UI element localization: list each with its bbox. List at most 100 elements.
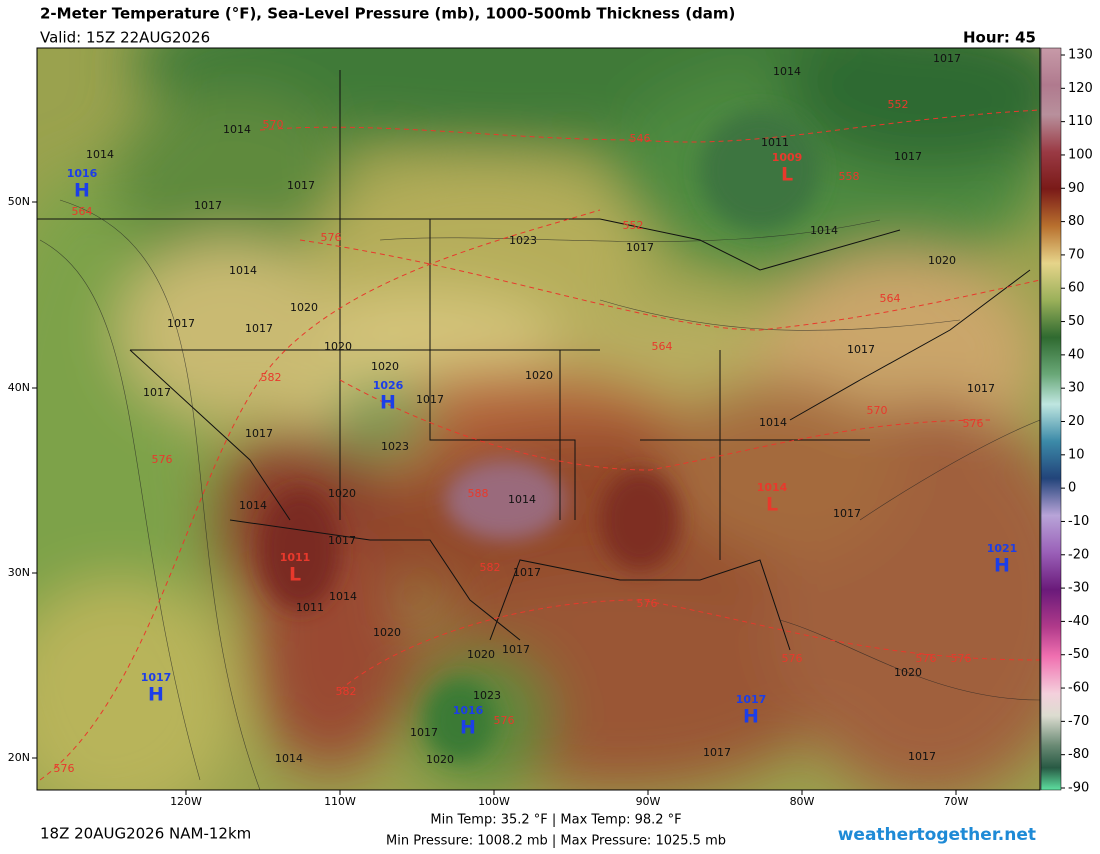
isobar-label: 1020	[328, 487, 356, 500]
colorbar-tick-label: -90	[1068, 781, 1089, 796]
isobars	[39, 199, 1040, 790]
isobar-label: 1017	[833, 507, 861, 520]
colorbar-tick-label: -20	[1068, 547, 1089, 562]
thickness-label: 582	[480, 561, 501, 574]
model-run: 18Z 20AUG2026 NAM-12km	[40, 825, 251, 843]
colorbar-tick-label: 70	[1068, 247, 1085, 262]
pressure-center-symbol: H	[994, 555, 1010, 577]
isobar-label: 1017	[194, 199, 222, 212]
thickness-label: 552	[888, 98, 909, 111]
isobar-label: 1020	[525, 369, 553, 382]
colorbar-tick-label: 110	[1068, 114, 1093, 129]
isobar-label: 1011	[296, 601, 324, 614]
lon-label: 70W	[944, 795, 969, 808]
isobar-label: 1017	[847, 343, 875, 356]
colorbar-tick-label: 80	[1068, 214, 1085, 229]
isobar-label: 1014	[759, 416, 787, 429]
thickness-label: 576	[951, 652, 972, 665]
isobar-label: 1011	[761, 136, 789, 149]
isobar-label: 1017	[908, 750, 936, 763]
map-title: 2-Meter Temperature (°F), Sea-Level Pres…	[40, 5, 735, 23]
thickness-label: 558	[839, 170, 860, 183]
thickness-label: 582	[261, 371, 282, 384]
isobar-label: 1017	[416, 393, 444, 406]
lat-label: 20N	[8, 751, 30, 764]
isobar-label: 1014	[86, 148, 114, 161]
isobar-label: 1017	[894, 150, 922, 163]
colorbar-tick-label: -30	[1068, 581, 1089, 596]
colorbar-tick-label: 40	[1068, 347, 1085, 362]
isobar-label: 1017	[513, 566, 541, 579]
thickness-label: 576	[782, 652, 803, 665]
isobar-label: 1017	[245, 322, 273, 335]
pressure-center-symbol: L	[766, 494, 778, 516]
pressure-center-value: 1014	[757, 481, 788, 494]
isobar-label: 1023	[473, 689, 501, 702]
valid-time: Valid: 15Z 22AUG2026	[40, 29, 210, 47]
thickness-label: 576	[321, 231, 342, 244]
colorbar-tick-label: 100	[1068, 147, 1093, 162]
lon-label: 80W	[790, 795, 815, 808]
isobar-label: 1017	[245, 427, 273, 440]
isobar-label: 1020	[373, 626, 401, 639]
thickness-label: 552	[623, 219, 644, 232]
isobar-label: 1014	[508, 493, 536, 506]
thickness-label: 564	[72, 205, 93, 218]
colorbar-tick-label: 10	[1068, 447, 1085, 462]
isobar-label: 1020	[371, 360, 399, 373]
isobar-label: 1017	[410, 726, 438, 739]
isobar-label: 1017	[967, 382, 995, 395]
thickness-label: 576	[637, 597, 658, 610]
thickness-label: 564	[880, 292, 901, 305]
colorbar-tick-label: 130	[1068, 48, 1093, 63]
pressure-center-value: 1021	[987, 542, 1018, 555]
isobar-label: 1014	[275, 752, 303, 765]
isobar-label: 1014	[229, 264, 257, 277]
pressure-center-symbol: L	[289, 564, 301, 586]
isobar-label: 1014	[773, 65, 801, 78]
isobar-label: 1017	[502, 643, 530, 656]
isobar-label: 1023	[509, 234, 537, 247]
colorbar-tick-label: -80	[1068, 747, 1089, 762]
lat-label: 40N	[8, 381, 30, 394]
colorbar-tick-label: 60	[1068, 281, 1085, 296]
thickness-label: 546	[630, 132, 651, 145]
pressure-center-value: 1011	[280, 551, 311, 564]
isobar-label: 1020	[290, 301, 318, 314]
thickness-label: 570	[867, 404, 888, 417]
colorbar-tick-label: -10	[1068, 514, 1089, 529]
isobar-label: 1020	[894, 666, 922, 679]
isobar-label: 1020	[426, 753, 454, 766]
lon-label: 110W	[324, 795, 356, 808]
temperature-range: Min Temp: 35.2 °F | Max Temp: 98.2 °F	[430, 813, 681, 828]
isobar-label: 1020	[324, 340, 352, 353]
pressure-center-symbol: H	[148, 684, 164, 706]
isobar-label: 1017	[328, 534, 356, 547]
pressure-center-symbol: H	[380, 392, 396, 414]
thickness-label: 564	[652, 340, 673, 353]
isobar-label: 1017	[703, 746, 731, 759]
isobar-label: 1017	[143, 386, 171, 399]
colorbar-tick-label: -50	[1068, 647, 1089, 662]
colorbar-tick-label: -40	[1068, 614, 1089, 629]
pressure-center-symbol: L	[781, 164, 793, 186]
thickness-label: 582	[336, 685, 357, 698]
pressure-range: Min Pressure: 1008.2 mb | Max Pressure: …	[386, 834, 726, 849]
map-frame	[36, 47, 1041, 791]
thickness-label: 570	[263, 118, 284, 131]
pressure-center-symbol: H	[743, 706, 759, 728]
thickness-contours	[39, 109, 1040, 781]
colorbar-tick-label: 90	[1068, 181, 1085, 196]
lon-label: 90W	[636, 795, 661, 808]
lon-label: 120W	[170, 795, 202, 808]
colorbar-tick-label: 20	[1068, 414, 1085, 429]
colorbar	[1040, 47, 1062, 791]
isobar-label: 1017	[626, 241, 654, 254]
political-boundaries	[37, 70, 1031, 651]
temperature-field	[37, 48, 1040, 790]
pressure-center-value: 1009	[772, 151, 803, 164]
lat-label: 50N	[8, 195, 30, 208]
isobar-label: 1014	[239, 499, 267, 512]
